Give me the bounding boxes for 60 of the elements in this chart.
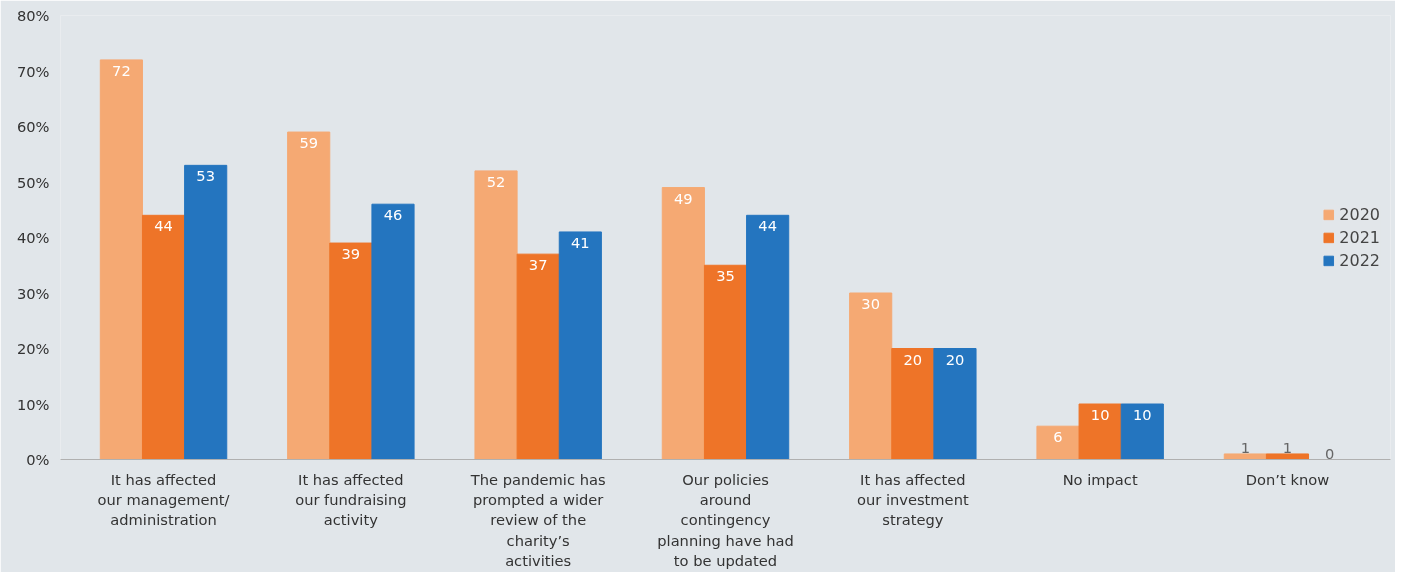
data-label: 35	[716, 267, 735, 285]
data-label: 72	[112, 61, 131, 79]
bar	[746, 214, 790, 460]
x-tick-label: Don’t know	[1245, 470, 1330, 488]
x-tick-label: No impact	[1062, 470, 1138, 488]
bar	[99, 59, 143, 460]
bar	[474, 170, 518, 460]
data-label: 10	[1132, 406, 1152, 423]
data-label: 52	[486, 172, 506, 190]
y-tick-label: 40%	[16, 229, 50, 246]
y-tick-label: 30%	[16, 284, 50, 302]
bar	[1036, 425, 1080, 460]
data-label: 1	[1240, 438, 1250, 456]
legend-label: 2022	[1339, 250, 1380, 270]
data-label: 10	[1090, 406, 1110, 423]
bar	[933, 348, 977, 460]
data-label: 41	[571, 233, 590, 251]
legend-label: 2020	[1339, 204, 1380, 224]
data-label: 44	[154, 217, 173, 235]
data-label: 44	[758, 217, 777, 235]
bar	[849, 292, 893, 460]
x-tick-label: It has affected our investment strategy	[856, 470, 969, 529]
bar	[891, 348, 935, 460]
bar	[329, 242, 373, 460]
data-label: 37	[528, 256, 548, 274]
bar	[558, 231, 602, 460]
bar	[1265, 453, 1310, 460]
x-tick-label: It has affected our fundraising activity	[295, 470, 407, 529]
bar	[141, 214, 186, 460]
bar	[1078, 403, 1122, 460]
bar	[287, 131, 331, 460]
x-tick-label: Our policies around contingency planning have had to be updated	[657, 470, 794, 570]
bar	[184, 164, 228, 460]
y-tick-label: 60%	[16, 118, 50, 135]
bar	[703, 264, 748, 460]
data-label: 1	[1282, 438, 1293, 456]
bar	[371, 203, 415, 460]
data-label: 53	[196, 167, 216, 185]
data-label: 59	[299, 134, 319, 152]
y-tick-label: 20%	[16, 340, 50, 357]
y-tick-label: 0%	[26, 451, 50, 468]
data-label: 46	[383, 206, 403, 224]
bar	[516, 253, 560, 460]
data-label: 20	[903, 350, 923, 368]
y-tick-label: 50%	[16, 173, 50, 191]
bar	[1223, 453, 1267, 460]
y-tick-label: 80%	[16, 7, 50, 24]
legend-label: 2021	[1339, 227, 1380, 247]
data-label: 20	[945, 350, 965, 368]
data-label: 30	[861, 295, 881, 312]
x-tick-label: It has affected our management/ administration	[97, 470, 230, 529]
data-label: 6	[1053, 428, 1063, 446]
bar	[661, 187, 705, 460]
data-label: 0	[1324, 444, 1335, 462]
y-tick-label: 10%	[16, 395, 50, 413]
x-tick-label: The pandemic has prompted a wider review of the charity’s activities	[469, 470, 606, 570]
y-tick-label: 70%	[16, 62, 50, 80]
bar	[1120, 403, 1164, 460]
data-label: 39	[341, 245, 361, 263]
data-label: 49	[674, 189, 693, 207]
